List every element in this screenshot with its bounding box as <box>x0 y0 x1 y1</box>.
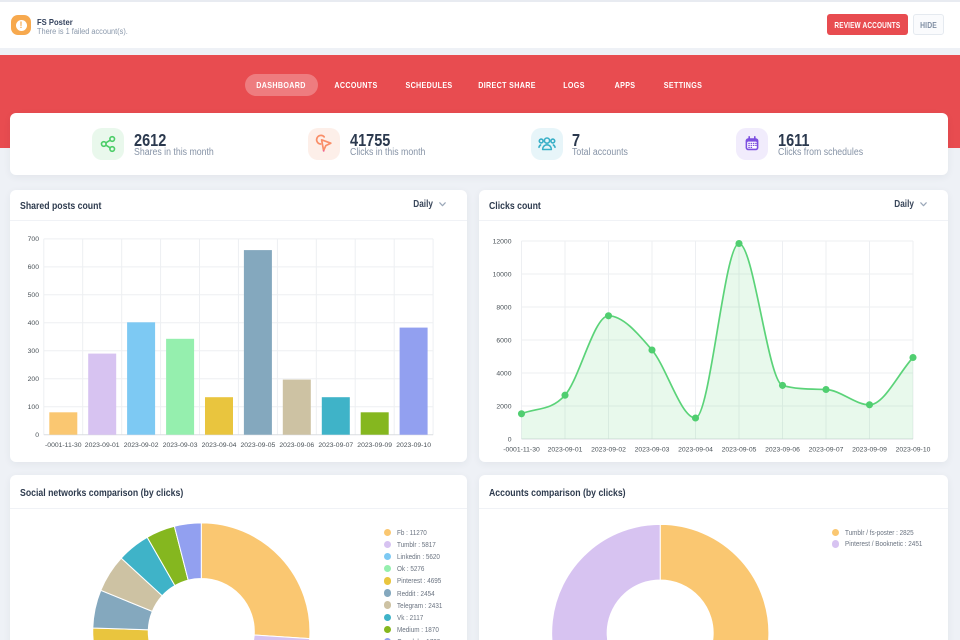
svg-text:2023-09-07: 2023-09-07 <box>809 447 844 454</box>
svg-text:2023-09-02: 2023-09-02 <box>124 442 159 449</box>
svg-text:2023-09-07: 2023-09-07 <box>318 442 353 449</box>
svg-text:2023-09-05: 2023-09-05 <box>241 442 276 449</box>
svg-text:2023-09-09: 2023-09-09 <box>852 447 887 454</box>
svg-text:12000: 12000 <box>493 238 512 245</box>
svg-text:6000: 6000 <box>496 337 511 344</box>
svg-text:500: 500 <box>28 292 40 299</box>
svg-text:-0001-11-30: -0001-11-30 <box>503 447 540 454</box>
svg-text:0: 0 <box>35 432 39 439</box>
svg-text:8000: 8000 <box>496 304 511 311</box>
svg-text:-0001-11-30: -0001-11-30 <box>45 442 82 449</box>
svg-text:2023-09-06: 2023-09-06 <box>765 447 800 454</box>
svg-text:10000: 10000 <box>493 271 512 278</box>
svg-text:2023-09-06: 2023-09-06 <box>279 442 314 449</box>
svg-text:2023-09-03: 2023-09-03 <box>635 447 670 454</box>
svg-text:2023-09-05: 2023-09-05 <box>722 447 757 454</box>
svg-text:2023-09-04: 2023-09-04 <box>678 447 713 454</box>
svg-text:2023-09-01: 2023-09-01 <box>85 442 120 449</box>
svg-text:2023-09-10: 2023-09-10 <box>396 442 431 449</box>
svg-text:2023-09-04: 2023-09-04 <box>202 442 237 449</box>
svg-text:2000: 2000 <box>496 403 511 410</box>
svg-text:600: 600 <box>28 264 40 271</box>
svg-text:200: 200 <box>28 376 40 383</box>
svg-text:0: 0 <box>508 436 512 443</box>
svg-text:400: 400 <box>28 320 40 327</box>
svg-text:2023-09-01: 2023-09-01 <box>548 447 583 454</box>
svg-text:2023-09-03: 2023-09-03 <box>163 442 198 449</box>
svg-text:4000: 4000 <box>496 370 511 377</box>
svg-text:2023-09-02: 2023-09-02 <box>591 447 626 454</box>
svg-text:2023-09-10: 2023-09-10 <box>896 447 931 454</box>
svg-text:100: 100 <box>28 404 40 411</box>
svg-text:2023-09-09: 2023-09-09 <box>357 442 392 449</box>
svg-text:700: 700 <box>28 236 40 243</box>
svg-text:300: 300 <box>28 348 40 355</box>
